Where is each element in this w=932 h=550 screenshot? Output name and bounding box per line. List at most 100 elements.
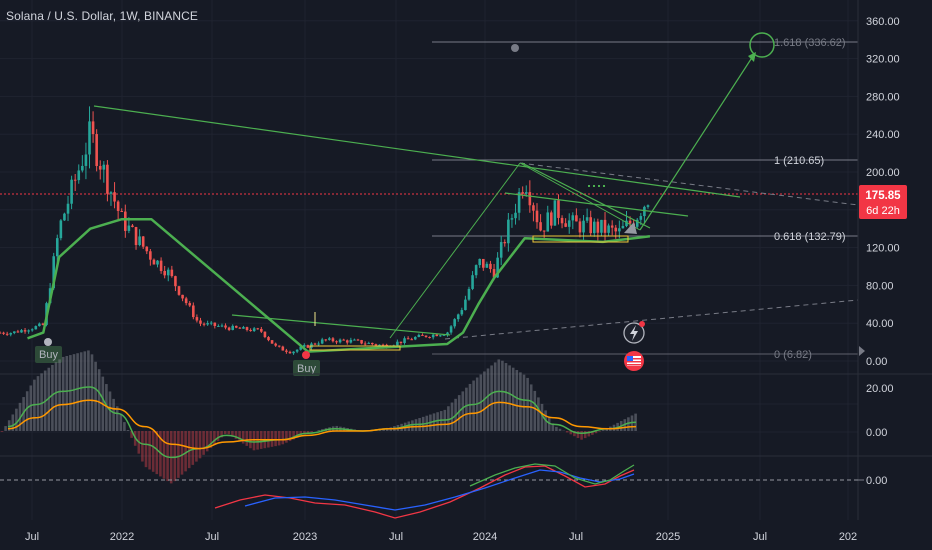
candle-body bbox=[625, 220, 628, 227]
candle-body bbox=[231, 325, 234, 330]
candle-body bbox=[55, 238, 59, 257]
candle-body bbox=[81, 165, 84, 171]
candle-body bbox=[442, 334, 446, 336]
scroll-right-icon[interactable] bbox=[859, 346, 865, 356]
candle-body bbox=[403, 338, 406, 344]
macd-histogram-bar bbox=[220, 431, 223, 438]
macd-histogram-bar bbox=[285, 431, 288, 443]
candle-body bbox=[227, 327, 231, 330]
triangle-lower-line[interactable] bbox=[504, 192, 689, 217]
macd-histogram-bar bbox=[317, 430, 321, 431]
candle-body bbox=[356, 339, 360, 341]
candle-body bbox=[91, 121, 95, 135]
buy-signal-2[interactable]: Buy bbox=[293, 351, 320, 376]
candle-body bbox=[77, 170, 81, 181]
candle-body bbox=[539, 222, 542, 231]
candle-body bbox=[449, 326, 453, 333]
candle-body bbox=[528, 192, 532, 206]
macd-histogram-bar bbox=[90, 354, 94, 431]
macd-histogram-bar bbox=[468, 383, 472, 431]
candle-body bbox=[635, 219, 639, 227]
macd-histogram-bar bbox=[555, 426, 558, 431]
us-flag-event-icon[interactable] bbox=[624, 351, 644, 371]
candle-body bbox=[238, 327, 242, 329]
candle-body bbox=[374, 344, 378, 346]
oscillator-tick-label: 0.00 bbox=[866, 475, 887, 487]
candle-body bbox=[277, 345, 281, 347]
macd-histogram-bar bbox=[508, 365, 511, 431]
candle-body bbox=[596, 221, 600, 233]
projection-line-1[interactable] bbox=[519, 162, 641, 231]
lower-trend-line[interactable] bbox=[231, 314, 451, 336]
fib-anchor-dot[interactable] bbox=[511, 44, 519, 52]
macd-histogram-bar bbox=[493, 362, 497, 431]
macd-histogram-bar bbox=[213, 431, 216, 445]
candle-body bbox=[532, 205, 535, 211]
candle-body bbox=[482, 258, 485, 268]
candle-series bbox=[0, 106, 650, 355]
macd-histogram-bar bbox=[407, 421, 411, 431]
candle-body bbox=[52, 256, 55, 289]
macd-histogram-bar bbox=[526, 377, 529, 431]
macd-histogram-bar bbox=[205, 431, 209, 452]
price-pane: 1.618 (336.62) 1 (210.65) 0.618 (132.79)… bbox=[0, 32, 859, 376]
time-axis[interactable]: Jul 2022 Jul 2023 Jul 2024 Jul 2025 Jul 202 bbox=[25, 531, 857, 543]
macd-histogram-bar bbox=[569, 431, 573, 435]
candle-body bbox=[188, 303, 192, 306]
candle-body bbox=[399, 341, 403, 344]
macd-histogram-bar bbox=[601, 429, 605, 431]
macd-histogram-bar bbox=[436, 412, 439, 431]
last-price-tag: 175.85 6d 22h bbox=[859, 185, 907, 219]
candle-body bbox=[267, 337, 270, 341]
candle-body bbox=[345, 340, 349, 343]
candle-body bbox=[27, 330, 30, 332]
macd-histogram-bar bbox=[105, 384, 108, 431]
flag-icon-canton bbox=[627, 356, 633, 361]
buy-signal-1[interactable]: Buy bbox=[35, 338, 62, 363]
macd-histogram-bar bbox=[504, 363, 508, 431]
oscillator-axis[interactable]: 0.00 bbox=[858, 475, 887, 487]
macd-histogram-bar bbox=[11, 414, 15, 431]
price-tick-label: 240.00 bbox=[866, 129, 900, 141]
candle-body bbox=[306, 345, 310, 348]
candle-body bbox=[406, 338, 410, 340]
candle-body bbox=[567, 220, 571, 227]
triangle-upper-line[interactable] bbox=[521, 162, 651, 229]
oscillator-pane bbox=[0, 463, 858, 519]
price-axis[interactable]: 360.00320.00280.00240.00200.00160.00120.… bbox=[866, 16, 900, 368]
candle-body bbox=[381, 344, 385, 346]
buy-signal-badge bbox=[293, 360, 320, 376]
candle-body bbox=[102, 164, 106, 170]
macd-histogram-bar bbox=[558, 428, 562, 431]
candle-body bbox=[217, 325, 220, 327]
projection-line-2[interactable] bbox=[639, 55, 754, 231]
candle-body bbox=[378, 344, 381, 346]
macd-histogram-bar bbox=[522, 374, 526, 431]
macd-histogram-bar bbox=[58, 359, 61, 431]
macd-histogram-bar bbox=[130, 431, 133, 438]
candle-body bbox=[424, 335, 428, 338]
candle-body bbox=[113, 192, 116, 202]
fib-label-0618: 0.618 (132.79) bbox=[774, 231, 846, 243]
target-circle[interactable] bbox=[749, 32, 775, 58]
candle-body bbox=[324, 339, 328, 341]
candle-body bbox=[560, 217, 564, 224]
rally-channel-line[interactable] bbox=[389, 162, 521, 339]
macd-histogram-bar bbox=[36, 376, 40, 431]
lightning-event-icon[interactable] bbox=[623, 321, 645, 344]
macd-histogram-bar bbox=[310, 431, 313, 432]
candle-body bbox=[263, 331, 267, 338]
long-downtrend-line[interactable] bbox=[93, 105, 741, 198]
candle-body bbox=[73, 179, 77, 181]
lightning-icon bbox=[630, 325, 638, 341]
macd-axis[interactable]: 20.00 0.00 bbox=[866, 383, 894, 439]
fib-label-0: 0 (6.82) bbox=[774, 349, 812, 361]
candle-body bbox=[202, 323, 206, 325]
macd-histogram-bar bbox=[252, 431, 256, 451]
candle-body bbox=[614, 227, 618, 232]
macd-histogram-bar bbox=[270, 431, 274, 447]
macd-histogram-bar bbox=[76, 353, 79, 431]
macd-histogram-bar bbox=[180, 431, 184, 475]
macd-histogram-bar bbox=[277, 431, 281, 446]
